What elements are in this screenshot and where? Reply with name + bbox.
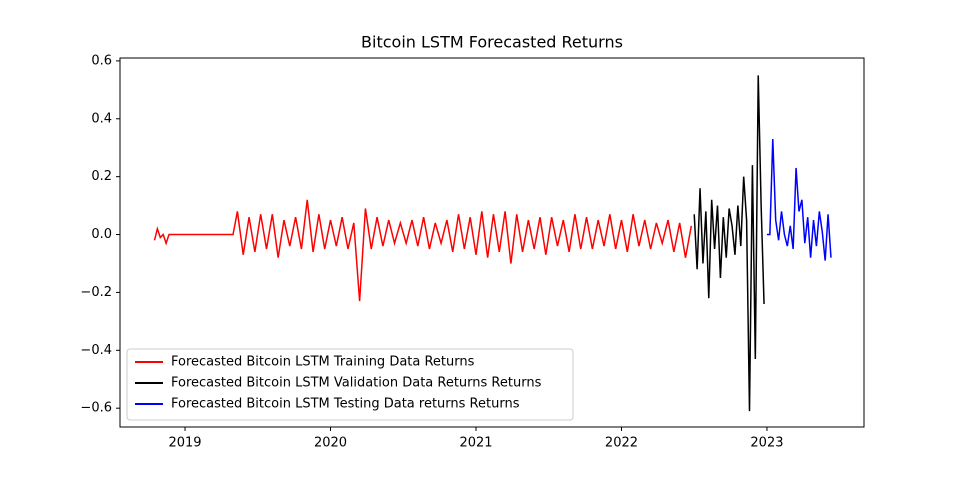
line bbox=[693, 75, 765, 412]
y-tick-label: −0.2 bbox=[80, 285, 112, 300]
legend-label: Forecasted Bitcoin LSTM Testing Data ret… bbox=[171, 397, 520, 412]
legend-box bbox=[126, 348, 574, 421]
x-tick-label: 2022 bbox=[605, 436, 638, 451]
x-tick-label: 2019 bbox=[168, 436, 201, 451]
legend-label: Forecasted Bitcoin LSTM Training Data Re… bbox=[171, 355, 475, 370]
y-tick-label: 0.2 bbox=[91, 169, 112, 184]
y-tick-label: 0.0 bbox=[91, 227, 112, 242]
y-tick-label: −0.4 bbox=[80, 343, 112, 358]
line bbox=[153, 199, 693, 302]
y-tick-label: −0.6 bbox=[80, 401, 112, 416]
line bbox=[766, 139, 832, 261]
x-tick-label: 2021 bbox=[459, 436, 492, 451]
y-tick-label: 0.4 bbox=[91, 111, 112, 126]
plot-frame bbox=[119, 57, 865, 428]
legend-label: Forecasted Bitcoin LSTM Validation Data … bbox=[171, 376, 542, 391]
y-tick-label: 0.6 bbox=[91, 53, 112, 68]
x-tick-label: 2023 bbox=[750, 436, 783, 451]
chart-title: Bitcoin LSTM Forecasted Returns bbox=[361, 33, 623, 52]
x-tick-label: 2020 bbox=[314, 436, 347, 451]
